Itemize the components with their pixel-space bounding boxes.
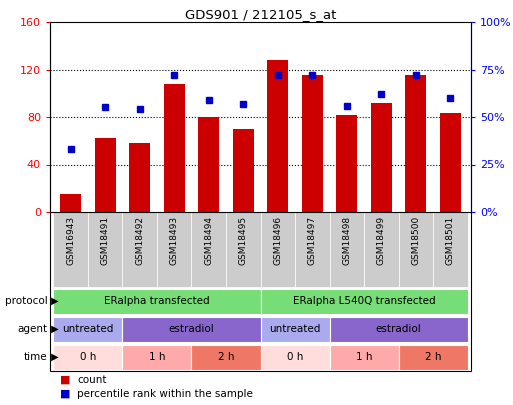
Text: GSM18499: GSM18499 bbox=[377, 216, 386, 265]
Bar bbox=[261, 345, 329, 370]
Bar bbox=[191, 345, 261, 370]
Bar bbox=[267, 60, 288, 212]
Bar bbox=[129, 143, 150, 212]
Bar bbox=[337, 115, 357, 212]
Bar bbox=[440, 113, 461, 212]
Bar bbox=[371, 103, 391, 212]
Text: ■: ■ bbox=[60, 389, 71, 399]
Bar bbox=[53, 345, 123, 370]
Text: GSM18494: GSM18494 bbox=[204, 216, 213, 265]
Text: estradiol: estradiol bbox=[169, 324, 214, 334]
Bar bbox=[61, 194, 81, 212]
Bar bbox=[95, 139, 115, 212]
Bar bbox=[53, 317, 123, 341]
Text: agent: agent bbox=[17, 324, 47, 334]
Text: untreated: untreated bbox=[269, 324, 321, 334]
Text: ▶: ▶ bbox=[48, 324, 58, 334]
Bar bbox=[399, 212, 433, 287]
Bar bbox=[261, 317, 329, 341]
Bar bbox=[53, 289, 261, 313]
Text: GSM18492: GSM18492 bbox=[135, 216, 144, 265]
Text: GSM18493: GSM18493 bbox=[170, 216, 179, 265]
Bar bbox=[295, 212, 329, 287]
Text: untreated: untreated bbox=[62, 324, 114, 334]
Bar bbox=[399, 345, 467, 370]
Bar bbox=[261, 212, 295, 287]
Text: time: time bbox=[24, 352, 47, 362]
Text: 2 h: 2 h bbox=[425, 352, 441, 362]
Bar bbox=[233, 129, 253, 212]
Bar bbox=[405, 75, 426, 212]
Text: ▶: ▶ bbox=[48, 352, 58, 362]
Text: GSM18496: GSM18496 bbox=[273, 216, 282, 265]
Text: GSM18500: GSM18500 bbox=[411, 216, 420, 265]
Text: GSM18491: GSM18491 bbox=[101, 216, 110, 265]
Text: 0 h: 0 h bbox=[80, 352, 96, 362]
Text: GSM18497: GSM18497 bbox=[308, 216, 317, 265]
Text: 1 h: 1 h bbox=[356, 352, 372, 362]
Bar bbox=[199, 117, 219, 212]
Text: GSM16943: GSM16943 bbox=[66, 216, 75, 265]
Bar bbox=[329, 345, 399, 370]
Text: protocol: protocol bbox=[5, 296, 47, 306]
Text: ▶: ▶ bbox=[48, 296, 58, 306]
Text: 2 h: 2 h bbox=[218, 352, 234, 362]
Bar bbox=[53, 212, 88, 287]
Bar bbox=[123, 212, 157, 287]
Text: ■: ■ bbox=[60, 375, 71, 385]
Bar bbox=[364, 212, 399, 287]
Text: GSM18498: GSM18498 bbox=[342, 216, 351, 265]
Title: GDS901 / 212105_s_at: GDS901 / 212105_s_at bbox=[185, 8, 336, 21]
Bar bbox=[226, 212, 261, 287]
Bar bbox=[157, 212, 191, 287]
Bar bbox=[123, 317, 261, 341]
Bar bbox=[88, 212, 123, 287]
Text: count: count bbox=[77, 375, 107, 385]
Text: GSM18495: GSM18495 bbox=[239, 216, 248, 265]
Bar bbox=[123, 345, 191, 370]
Text: 0 h: 0 h bbox=[287, 352, 303, 362]
Text: GSM18501: GSM18501 bbox=[446, 216, 455, 265]
Bar bbox=[191, 212, 226, 287]
Bar bbox=[433, 212, 467, 287]
Bar bbox=[261, 289, 467, 313]
Bar bbox=[329, 212, 364, 287]
Text: ERalpha transfected: ERalpha transfected bbox=[104, 296, 210, 306]
Text: 1 h: 1 h bbox=[149, 352, 165, 362]
Bar bbox=[302, 75, 323, 212]
Text: percentile rank within the sample: percentile rank within the sample bbox=[77, 389, 253, 399]
Text: estradiol: estradiol bbox=[376, 324, 421, 334]
Text: ERalpha L540Q transfected: ERalpha L540Q transfected bbox=[293, 296, 436, 306]
Bar bbox=[329, 317, 467, 341]
Bar bbox=[164, 84, 185, 212]
